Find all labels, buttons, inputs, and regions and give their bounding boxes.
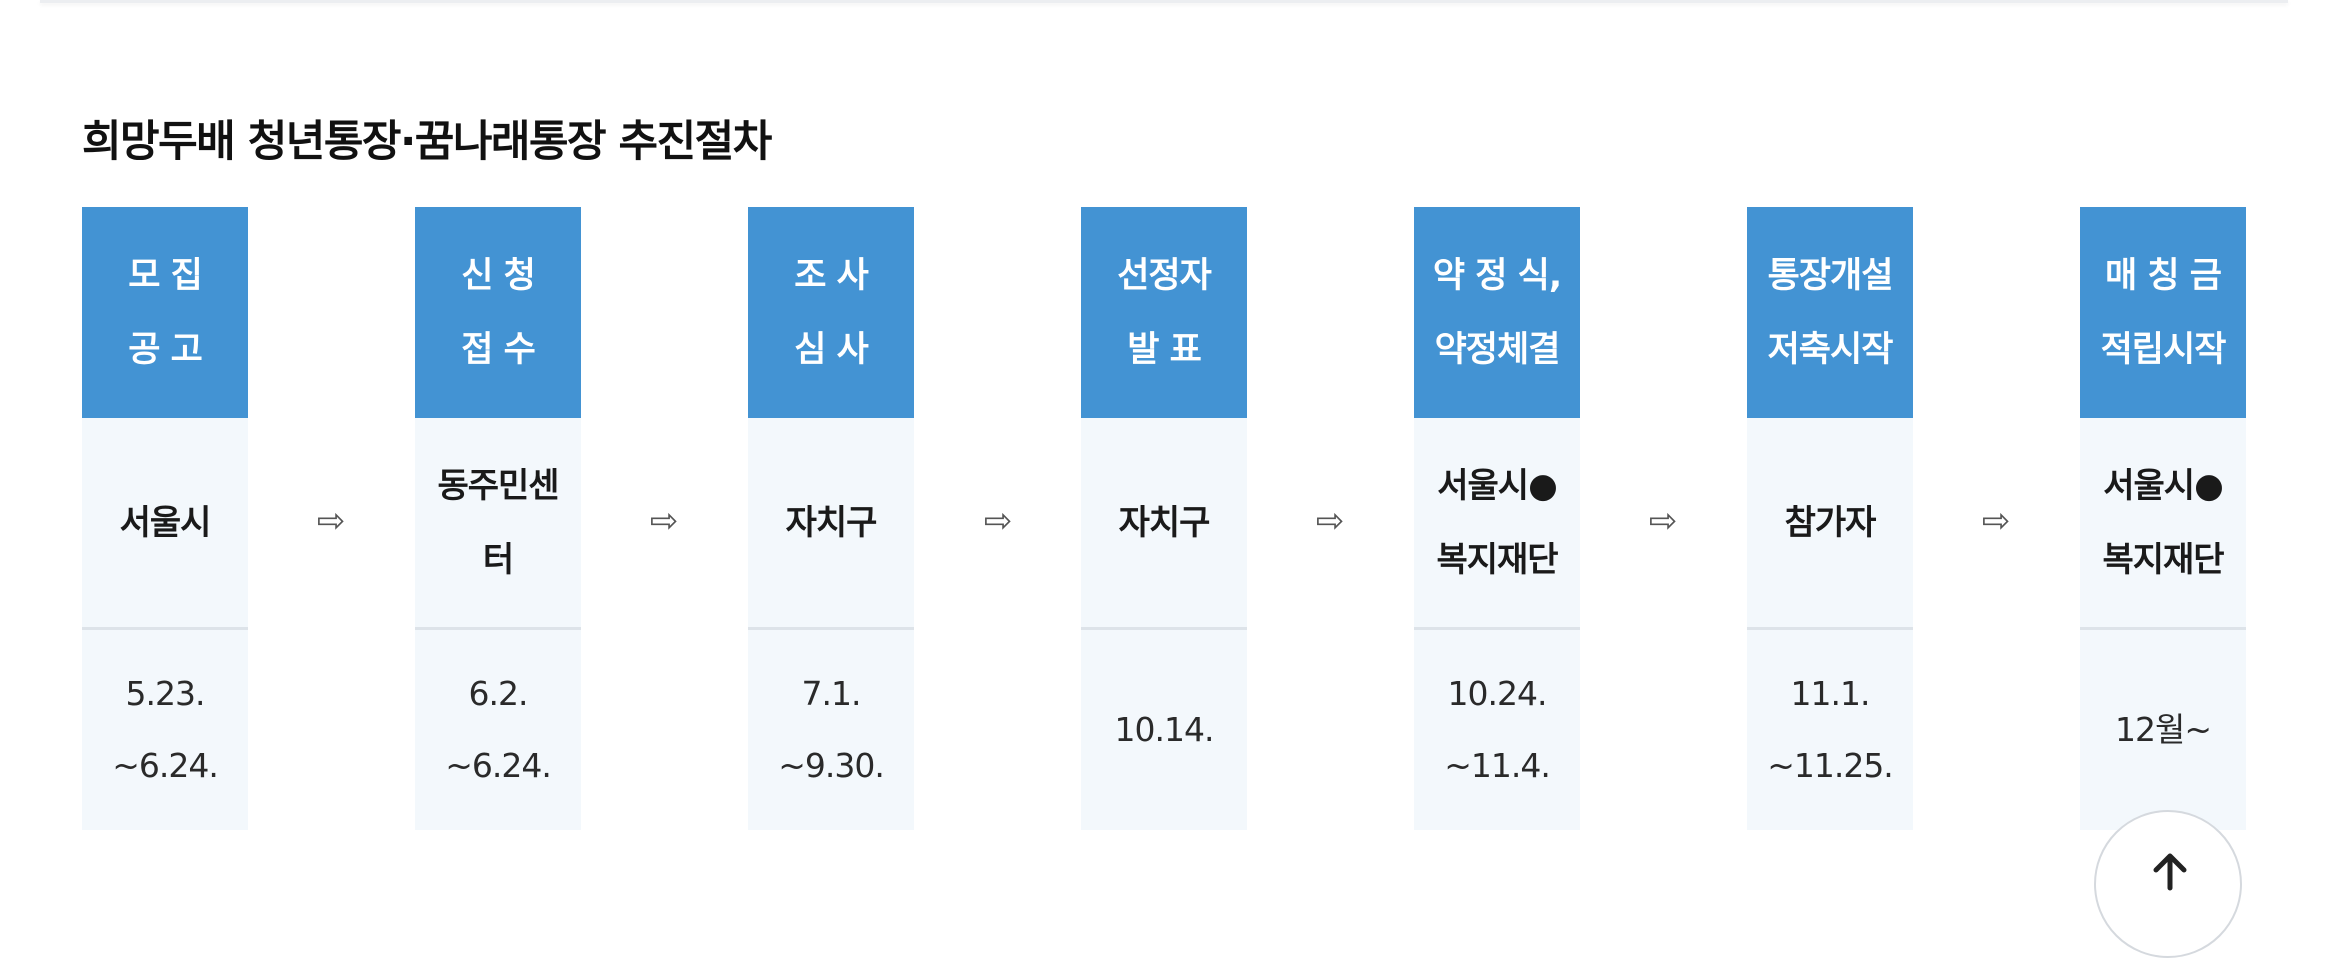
right-arrow-icon: ⇨ xyxy=(649,501,679,541)
right-arrow-icon: ⇨ xyxy=(983,501,1013,541)
step-organization: 자치구 xyxy=(1118,502,1211,543)
step-title: 매 칭 금 적립시작 xyxy=(2100,255,2227,370)
step-organization-cell: 서울시● 복지재단 xyxy=(2080,418,2246,627)
right-arrow-icon: ⇨ xyxy=(316,501,346,541)
top-divider xyxy=(40,0,2288,3)
step-date-cell: 6.2. ~6.24. xyxy=(415,630,581,830)
step-divider xyxy=(1747,627,1913,630)
step-divider xyxy=(1414,627,1580,630)
step-header: 통장개설 저축시작 xyxy=(1747,207,1913,418)
step-divider xyxy=(1081,627,1247,630)
section-title: 희망두배 청년통장·꿈나래통장 추진절차 xyxy=(82,117,772,167)
right-arrow-icon: ⇨ xyxy=(1648,501,1678,541)
step-organization: 서울시● 복지재단 xyxy=(1436,465,1558,580)
step-title: 모 집 공 고 xyxy=(128,255,203,370)
step-divider xyxy=(415,627,581,630)
step-organization-cell: 서울시● 복지재단 xyxy=(1414,418,1580,627)
step-organization: 서울시 xyxy=(119,502,212,543)
step-organization: 동주민센 터 xyxy=(437,465,559,580)
step-header: 모 집 공 고 xyxy=(82,207,248,418)
step-date: 10.14. xyxy=(1114,710,1215,749)
step-title: 신 청 접 수 xyxy=(461,255,536,370)
step-organization: 참가자 xyxy=(1784,502,1877,543)
step-date: 12월~ xyxy=(2114,710,2212,749)
step-date: 5.23. ~6.24. xyxy=(112,674,219,785)
step-header: 매 칭 금 적립시작 xyxy=(2080,207,2246,418)
right-arrow-icon: ⇨ xyxy=(1981,501,2011,541)
step-divider xyxy=(748,627,914,630)
process-step: 매 칭 금 적립시작 서울시● 복지재단 12월~ xyxy=(2080,207,2246,830)
step-date: 7.1. ~9.30. xyxy=(778,674,885,785)
process-step: 약 정 식, 약정체결 서울시● 복지재단 10.24. ~11.4. xyxy=(1414,207,1580,830)
step-organization: 자치구 xyxy=(785,502,878,543)
step-date: 11.1. ~11.25. xyxy=(1767,674,1894,785)
step-header: 선정자 발 표 xyxy=(1081,207,1247,418)
process-step: 선정자 발 표 자치구 10.14. xyxy=(1081,207,1247,830)
arrow-up-icon xyxy=(2153,853,2187,891)
step-date: 10.24. ~11.4. xyxy=(1444,674,1551,785)
step-organization-cell: 자치구 xyxy=(748,418,914,627)
step-header: 신 청 접 수 xyxy=(415,207,581,418)
step-divider xyxy=(2080,627,2246,630)
step-organization-cell: 참가자 xyxy=(1747,418,1913,627)
right-arrow-icon: ⇨ xyxy=(1315,501,1345,541)
step-title: 통장개설 저축시작 xyxy=(1767,255,1894,370)
step-divider xyxy=(82,627,248,630)
step-organization-cell: 자치구 xyxy=(1081,418,1247,627)
step-title: 약 정 식, 약정체결 xyxy=(1432,255,1562,370)
step-header: 조 사 심 사 xyxy=(748,207,914,418)
step-date-cell: 12월~ xyxy=(2080,630,2246,830)
step-header: 약 정 식, 약정체결 xyxy=(1414,207,1580,418)
step-date-cell: 10.24. ~11.4. xyxy=(1414,630,1580,830)
process-step: 조 사 심 사 자치구 7.1. ~9.30. xyxy=(748,207,914,830)
step-organization: 서울시● 복지재단 xyxy=(2102,465,2224,580)
process-step: 신 청 접 수 동주민센 터 6.2. ~6.24. xyxy=(415,207,581,830)
process-step: 통장개설 저축시작 참가자 11.1. ~11.25. xyxy=(1747,207,1913,830)
step-date-cell: 10.14. xyxy=(1081,630,1247,830)
step-date-cell: 7.1. ~9.30. xyxy=(748,630,914,830)
step-organization-cell: 동주민센 터 xyxy=(415,418,581,627)
process-step: 모 집 공 고 서울시 5.23. ~6.24. xyxy=(82,207,248,830)
step-date: 6.2. ~6.24. xyxy=(445,674,552,785)
step-date-cell: 5.23. ~6.24. xyxy=(82,630,248,830)
step-title: 조 사 심 사 xyxy=(794,255,869,370)
step-date-cell: 11.1. ~11.25. xyxy=(1747,630,1913,830)
step-title: 선정자 발 표 xyxy=(1117,255,1212,370)
step-organization-cell: 서울시 xyxy=(82,418,248,627)
scroll-to-top-button[interactable] xyxy=(2094,810,2242,958)
